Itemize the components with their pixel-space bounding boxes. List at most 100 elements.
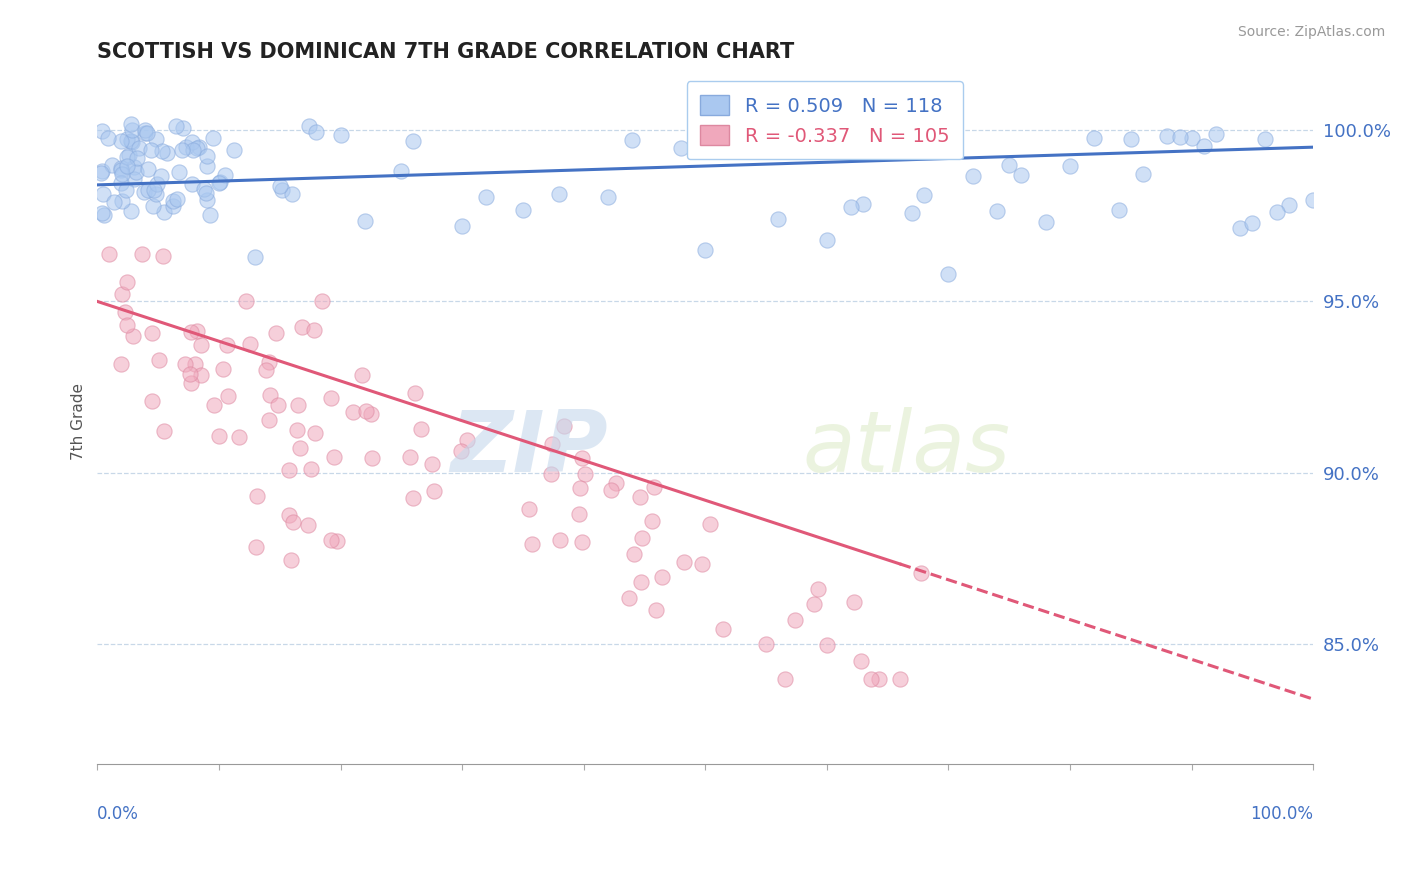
Point: [135, 126, 157, 140]
Point: [181, 136, 204, 150]
Point: [962, 169, 984, 183]
Point: [912, 187, 935, 202]
Point: [404, 386, 426, 401]
Point: [186, 324, 208, 338]
Point: [114, 183, 136, 197]
Point: [121, 122, 143, 136]
Point: [1132, 167, 1154, 181]
Point: [1083, 131, 1105, 145]
Point: [162, 198, 184, 212]
Point: [860, 672, 883, 686]
Point: [117, 131, 139, 145]
Point: [1059, 160, 1081, 174]
Point: [520, 537, 543, 551]
Point: [150, 144, 173, 158]
Point: [180, 177, 202, 191]
Point: [451, 219, 474, 233]
Point: [110, 134, 132, 148]
Point: [124, 160, 146, 174]
Point: [901, 206, 924, 220]
Point: [179, 367, 201, 381]
Point: [122, 328, 145, 343]
Point: [353, 214, 375, 228]
Point: [125, 165, 148, 179]
Point: [103, 195, 125, 210]
Point: [174, 357, 197, 371]
Point: [91, 124, 114, 138]
Point: [136, 183, 159, 197]
Point: [302, 323, 325, 337]
Point: [623, 547, 645, 561]
Point: [172, 143, 194, 157]
Point: [807, 582, 830, 596]
Point: [202, 398, 225, 412]
Point: [839, 200, 862, 214]
Point: [1181, 131, 1204, 145]
Point: [115, 159, 138, 173]
Point: [288, 441, 311, 455]
Text: atlas: atlas: [803, 408, 1011, 491]
Point: [297, 517, 319, 532]
Point: [131, 247, 153, 261]
Point: [1241, 216, 1264, 230]
Point: [571, 534, 593, 549]
Point: [785, 613, 807, 627]
Point: [512, 202, 534, 217]
Point: [621, 133, 644, 147]
Point: [354, 403, 377, 417]
Point: [326, 534, 349, 549]
Point: [420, 457, 443, 471]
Point: [145, 186, 167, 201]
Point: [361, 450, 384, 465]
Point: [152, 249, 174, 263]
Point: [115, 318, 138, 332]
Point: [291, 319, 314, 334]
Point: [217, 389, 239, 403]
Point: [270, 183, 292, 197]
Point: [194, 186, 217, 201]
Point: [287, 398, 309, 412]
Point: [1278, 198, 1301, 212]
Text: 0.0%: 0.0%: [97, 805, 139, 823]
Point: [156, 146, 179, 161]
Point: [257, 355, 280, 369]
Point: [643, 480, 665, 494]
Point: [166, 192, 188, 206]
Point: [849, 654, 872, 668]
Point: [120, 203, 142, 218]
Point: [93, 186, 115, 201]
Point: [120, 134, 142, 148]
Point: [198, 208, 221, 222]
Point: [409, 422, 432, 436]
Point: [128, 141, 150, 155]
Point: [121, 136, 143, 150]
Point: [91, 206, 114, 220]
Point: [111, 286, 134, 301]
Point: [571, 451, 593, 466]
Point: [1010, 168, 1032, 182]
Point: [711, 622, 734, 636]
Text: SCOTTISH VS DOMINICAN 7TH GRADE CORRELATION CHART: SCOTTISH VS DOMINICAN 7TH GRADE CORRELAT…: [97, 42, 794, 62]
Point: [815, 639, 838, 653]
Point: [246, 489, 269, 503]
Point: [167, 165, 190, 179]
Point: [1265, 204, 1288, 219]
Point: [304, 425, 326, 440]
Point: [214, 168, 236, 182]
Point: [1205, 127, 1227, 141]
Point: [101, 158, 124, 172]
Point: [228, 430, 250, 444]
Point: [139, 143, 162, 157]
Point: [190, 337, 212, 351]
Point: [117, 275, 139, 289]
Point: [775, 672, 797, 686]
Point: [287, 423, 309, 437]
Point: [889, 672, 911, 686]
Legend: R = 0.509   N = 118, R = -0.337   N = 105: R = 0.509 N = 118, R = -0.337 N = 105: [686, 81, 963, 160]
Point: [548, 533, 571, 547]
Point: [574, 467, 596, 481]
Point: [342, 405, 364, 419]
Point: [815, 233, 838, 247]
Point: [143, 183, 166, 197]
Point: [1035, 215, 1057, 229]
